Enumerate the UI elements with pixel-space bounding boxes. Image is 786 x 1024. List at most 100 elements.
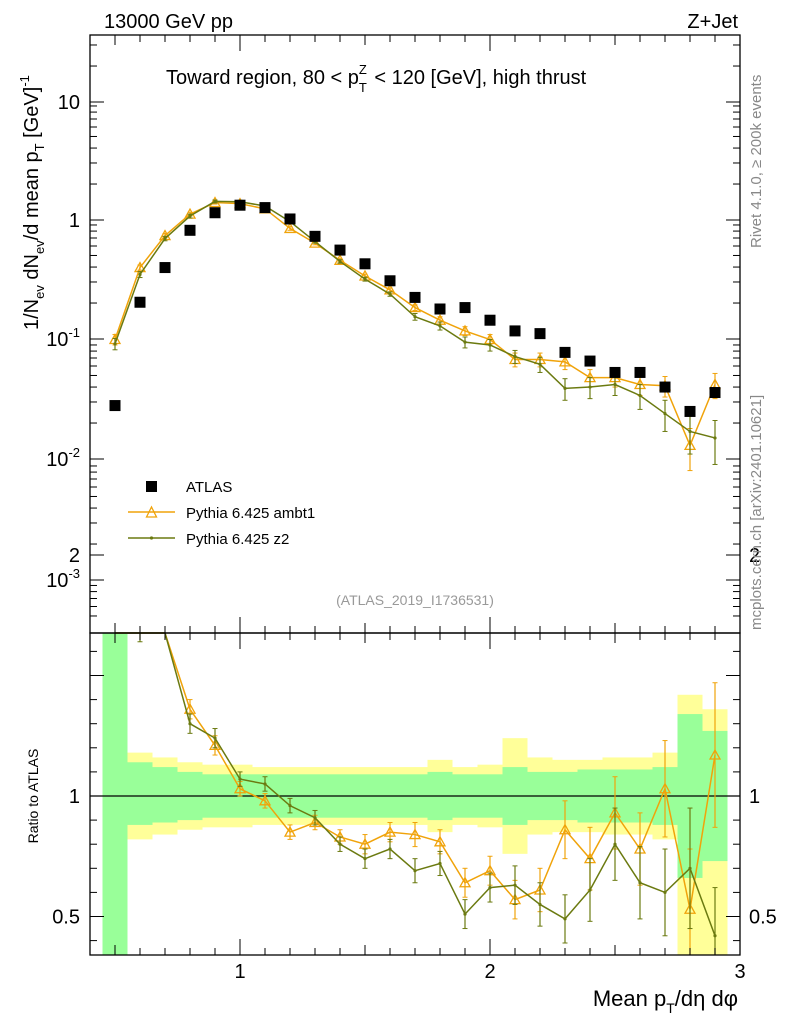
ratio-marker-1-20: [613, 842, 617, 846]
header-right: Z+Jet: [687, 11, 738, 33]
main-marker-2-12: [413, 315, 417, 319]
main-marker-2-19: [588, 385, 592, 389]
ratio-marker-0-12: [408, 828, 422, 840]
main-ylabel: 1/Nev dNev/d mean pT [GeV]-1: [17, 75, 47, 330]
title-sub-T: T: [359, 80, 367, 95]
ratio-marker-0-8: [308, 816, 322, 828]
main-marker-2-18: [563, 386, 567, 390]
main-marker-1-7: [283, 222, 297, 234]
title-part-2: < 120 [GeV], high thrust: [369, 67, 587, 89]
main-ytick-base-2: 10: [46, 329, 68, 351]
ratio-marker-1-4: [213, 736, 217, 740]
ratio-marker-0-4: [208, 739, 222, 751]
main-marker-2-21: [638, 393, 642, 398]
main-marker-2-24: [713, 436, 717, 440]
main-marker-2-15: [488, 343, 492, 347]
ratio-marker-1-17: [538, 902, 542, 907]
title-part-1: Toward region, 80 < p: [166, 67, 359, 89]
ratio-marker-1-23: [688, 866, 692, 870]
atlas-point-18: [559, 346, 571, 358]
ratio-series: [90, 632, 740, 956]
ratio-marker-1-18: [563, 917, 567, 921]
header-left: 13000 GeV pp: [104, 11, 233, 33]
ratio-ytick-label-left-0: 0.5: [52, 907, 80, 929]
main-marker-2-11: [388, 292, 392, 296]
ratio-bands: [102, 633, 728, 955]
ratio-marker-0-22: [658, 782, 672, 794]
atlas-point-11: [384, 275, 396, 287]
title-sup-Z: Z: [359, 62, 367, 77]
legend: ATLAS Pythia 6.425 ambt1 Pythia 6.425 z2: [128, 479, 315, 548]
atlas-point-3: [184, 224, 196, 236]
main-ytick-label-1: 10-2: [46, 445, 80, 471]
main-marker-2-10: [363, 277, 367, 281]
atlas-point-21: [634, 366, 646, 378]
main-marker-2-13: [438, 324, 442, 328]
ylabel-c: /d mean p: [21, 151, 43, 240]
main-marker-2-23: [688, 429, 692, 434]
band-inner-1: [127, 762, 153, 825]
ratio-marker-1-10: [363, 857, 367, 861]
main-marker-1-12: [408, 301, 422, 313]
atlas-point-7: [284, 213, 296, 225]
main-ytick-label-4: 10: [58, 92, 80, 114]
ratio-marker-1-11: [388, 847, 392, 851]
ratio-ylabel: Ratio to ATLAS: [25, 749, 41, 844]
main-marker-1-14: [458, 324, 472, 336]
mcplots-label: mcplots.cern.ch [arXiv:2401.10621]: [748, 395, 765, 630]
ratio-marker-1-19: [588, 888, 592, 892]
ratio-marker-1-21: [638, 881, 642, 885]
main-marker-2-4: [213, 199, 217, 204]
atlas-point-24: [709, 387, 721, 399]
rivet-label: Rivet 4.1.0, ≥ 200k events: [748, 75, 765, 248]
atlas-point-22: [659, 381, 671, 393]
ylabel-d: [GeV]: [21, 87, 43, 144]
ratio-marker-0-13: [433, 835, 447, 847]
main-marker-2-3: [188, 214, 192, 218]
ratio-marker-1-22: [663, 890, 667, 895]
atlas-point-23: [684, 405, 696, 417]
main-ytick-base-1: 10: [46, 449, 68, 471]
atlas-point-12: [409, 291, 421, 303]
atlas-point-16: [509, 325, 521, 337]
ylabel-a: 1/N: [21, 299, 43, 330]
ylabel-T: T: [32, 143, 47, 151]
atlas-point-19: [584, 355, 596, 367]
atlas-point-4: [209, 207, 221, 219]
ratio-xtick-label-1: 2: [484, 961, 495, 983]
ratio-marker-1-12: [413, 869, 417, 873]
main-line-1: [114, 201, 716, 448]
ratio-marker-1-6: [263, 782, 267, 786]
atlas-point-20: [609, 366, 621, 378]
main-marker-2-0: [113, 342, 117, 346]
atlas-point-10: [359, 258, 371, 270]
atlas-point-15: [484, 314, 496, 326]
legend-label-z2: Pythia 6.425 z2: [186, 531, 289, 548]
main-marker-2-22: [663, 411, 667, 416]
main-marker-2-1: [138, 272, 142, 277]
ylabel-exp: -1: [17, 75, 32, 87]
band-inner-2: [152, 767, 178, 823]
ylabel-b: dN: [21, 254, 43, 285]
ratio-marker-1-7: [288, 804, 292, 808]
atlas-point-0: [109, 400, 121, 412]
atlas-point-5: [234, 199, 246, 211]
ylabel-ev1: ev: [32, 285, 47, 299]
ratio-marker-0-7: [283, 825, 297, 837]
atlas-point-2: [159, 262, 171, 274]
ratio-marker-1-5: [238, 777, 242, 781]
main-marker-2-20: [613, 382, 617, 387]
legend-label-ambt1: Pythia 6.425 ambt1: [186, 505, 315, 522]
main-marker-2-14: [463, 340, 467, 344]
ratio-marker-0-5: [233, 782, 247, 794]
legend-marker-z2: [149, 536, 154, 540]
main-marker-2-17: [538, 362, 542, 366]
main-marker-2-2: [163, 236, 167, 241]
ratio-marker-0-18: [558, 823, 572, 835]
legend-marker-ambt1: [145, 505, 158, 518]
ratio-marker-1-16: [513, 883, 517, 887]
legend-label-atlas: ATLAS: [186, 479, 232, 496]
main-ytick-label-2: 10-1: [46, 325, 80, 351]
xlabel-b: /dη dφ: [675, 986, 738, 1011]
